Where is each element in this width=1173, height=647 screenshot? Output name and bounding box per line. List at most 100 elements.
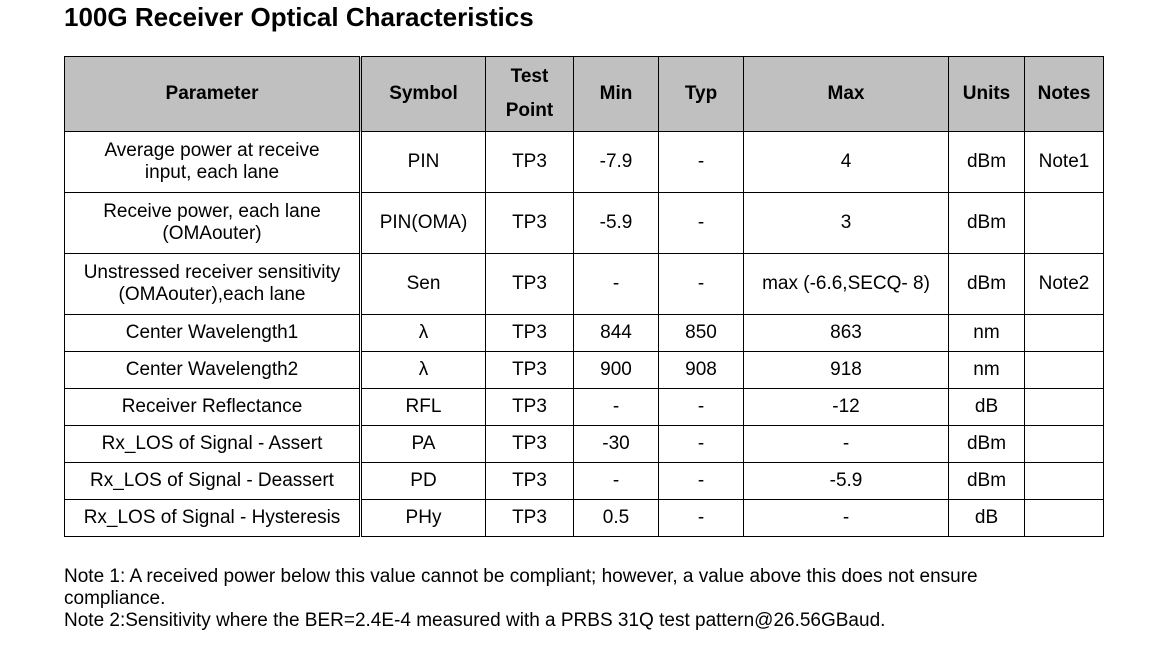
cell-min: 0.5: [573, 499, 659, 537]
cell-max: 918: [743, 351, 949, 389]
cell-max: -12: [743, 388, 949, 426]
cell-symbol: RFL: [360, 388, 486, 426]
table-row: Receive power, each lane (OMAouter) PIN(O…: [64, 192, 1104, 254]
parameter-line2: (OMAouter),each lane: [118, 284, 306, 305]
header-typ: Typ: [658, 56, 744, 132]
cell-typ: -: [658, 499, 744, 537]
cell-typ: 850: [658, 314, 744, 352]
cell-notes: [1024, 351, 1104, 389]
cell-units: dBm: [948, 192, 1025, 254]
cell-notes: [1024, 425, 1104, 463]
cell-min: -: [573, 462, 659, 500]
cell-symbol: λ: [360, 351, 486, 389]
table-row: Average power at receive input, each lane…: [64, 131, 1104, 193]
footnote-1: Note 1: A received power below this valu…: [64, 566, 1064, 610]
cell-notes: [1024, 192, 1104, 254]
cell-max: max (-6.6,SECQ- 8): [743, 253, 949, 315]
header-notes: Notes: [1024, 56, 1104, 132]
cell-notes: Note2: [1024, 253, 1104, 315]
cell-typ: -: [658, 131, 744, 193]
cell-max: -: [743, 499, 949, 537]
parameter-line2: (OMAouter): [162, 223, 262, 244]
cell-parameter: Receive power, each lane (OMAouter): [64, 192, 362, 254]
cell-max: 863: [743, 314, 949, 352]
cell-units: dBm: [948, 425, 1025, 463]
cell-test-point: TP3: [485, 131, 574, 193]
table-header-row: Parameter Symbol Test Point Min Typ Max …: [64, 56, 1104, 132]
table-row: Rx_LOS of Signal - Assert PA TP3 -30 - -…: [64, 425, 1104, 463]
cell-notes: Note1: [1024, 131, 1104, 193]
cell-symbol: PIN: [360, 131, 486, 193]
cell-typ: 908: [658, 351, 744, 389]
table-row: Receiver Reflectance RFL TP3 - - -12 dB: [64, 388, 1104, 426]
cell-min: -5.9: [573, 192, 659, 254]
cell-max: 4: [743, 131, 949, 193]
parameter-line2: input, each lane: [144, 162, 280, 183]
cell-parameter: Rx_LOS of Signal - Assert: [64, 425, 362, 463]
header-parameter: Parameter: [64, 56, 362, 132]
cell-notes: [1024, 499, 1104, 537]
cell-parameter: Rx_LOS of Signal - Hysteresis: [64, 499, 362, 537]
cell-min: 844: [573, 314, 659, 352]
cell-units: nm: [948, 314, 1025, 352]
parameter-line1: Receive power, each lane: [103, 201, 321, 222]
cell-parameter: Center Wavelength2: [64, 351, 362, 389]
cell-test-point: TP3: [485, 351, 574, 389]
cell-notes: [1024, 462, 1104, 500]
cell-parameter: Center Wavelength1: [64, 314, 362, 352]
cell-typ: -: [658, 425, 744, 463]
footnotes: Note 1: A received power below this valu…: [64, 566, 1064, 632]
cell-symbol: PD: [360, 462, 486, 500]
parameter-line1: Average power at receive: [104, 140, 320, 161]
cell-max: -: [743, 425, 949, 463]
header-test-point-line1: Test: [510, 66, 549, 87]
table-row: Rx_LOS of Signal - Hysteresis PHy TP3 0.…: [64, 499, 1104, 537]
cell-min: -7.9: [573, 131, 659, 193]
table-row: Unstressed receiver sensitivity (OMAouter…: [64, 253, 1104, 315]
header-units: Units: [948, 56, 1025, 132]
header-max: Max: [743, 56, 949, 132]
cell-min: -: [573, 388, 659, 426]
table-row: Center Wavelength2 λ TP3 900 908 918 nm: [64, 351, 1104, 389]
cell-typ: -: [658, 192, 744, 254]
header-test-point-line2: Point: [505, 100, 554, 121]
cell-symbol: λ: [360, 314, 486, 352]
header-symbol: Symbol: [360, 56, 486, 132]
cell-typ: -: [658, 253, 744, 315]
cell-notes: [1024, 314, 1104, 352]
cell-test-point: TP3: [485, 388, 574, 426]
cell-test-point: TP3: [485, 499, 574, 537]
parameter-line1: Unstressed receiver sensitivity: [83, 262, 341, 283]
cell-units: dB: [948, 499, 1025, 537]
cell-test-point: TP3: [485, 314, 574, 352]
cell-symbol: PHy: [360, 499, 486, 537]
cell-units: dB: [948, 388, 1025, 426]
footnote-1-line1: Note 1: A received power below this valu…: [64, 566, 978, 587]
cell-min: 900: [573, 351, 659, 389]
table-row: Center Wavelength1 λ TP3 844 850 863 nm: [64, 314, 1104, 352]
table-row: Rx_LOS of Signal - Deassert PD TP3 - - -…: [64, 462, 1104, 500]
cell-notes: [1024, 388, 1104, 426]
cell-min: -30: [573, 425, 659, 463]
cell-units: dBm: [948, 253, 1025, 315]
cell-min: -: [573, 253, 659, 315]
cell-symbol: PIN(OMA): [360, 192, 486, 254]
cell-max: -5.9: [743, 462, 949, 500]
header-min: Min: [573, 56, 659, 132]
cell-test-point: TP3: [485, 192, 574, 254]
cell-parameter: Rx_LOS of Signal - Deassert: [64, 462, 362, 500]
cell-parameter: Receiver Reflectance: [64, 388, 362, 426]
cell-test-point: TP3: [485, 462, 574, 500]
cell-parameter: Average power at receive input, each lane: [64, 131, 362, 193]
cell-units: dBm: [948, 462, 1025, 500]
receiver-characteristics-table: Parameter Symbol Test Point Min Typ Max …: [64, 56, 1104, 537]
cell-units: dBm: [948, 131, 1025, 193]
page-title: 100G Receiver Optical Characteristics: [64, 2, 534, 32]
cell-units: nm: [948, 351, 1025, 389]
header-test-point: Test Point: [485, 56, 574, 132]
footnote-2: Note 2:Sensitivity where the BER=2.4E-4 …: [64, 610, 886, 631]
cell-parameter: Unstressed receiver sensitivity (OMAouter…: [64, 253, 362, 315]
cell-symbol: Sen: [360, 253, 486, 315]
cell-test-point: TP3: [485, 425, 574, 463]
cell-symbol: PA: [360, 425, 486, 463]
